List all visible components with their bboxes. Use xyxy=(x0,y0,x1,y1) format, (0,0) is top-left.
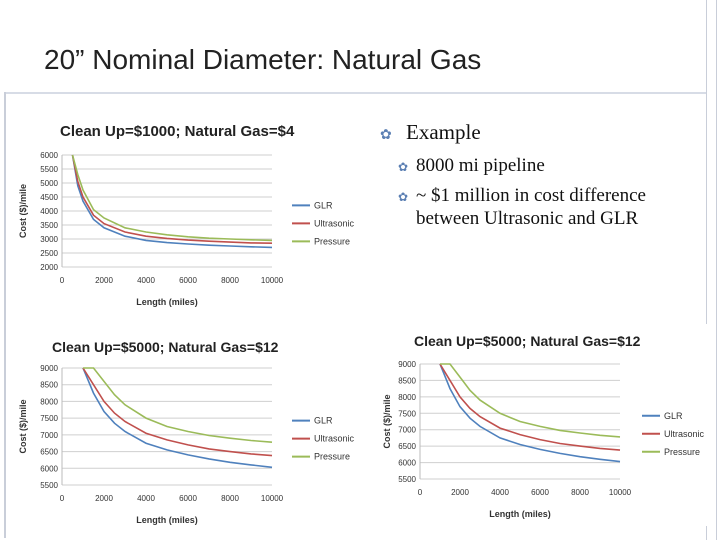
x-tick-label: 2000 xyxy=(95,494,113,503)
y-tick-label: 4500 xyxy=(40,193,58,202)
chart-bottom-left: Clean Up=$5000; Natural Gas=$12 5500 6000 6… xyxy=(8,328,360,532)
sub-bullet-icon: ✿ xyxy=(398,160,409,174)
y-tick-label: 5500 xyxy=(398,475,416,484)
y-tick-label: 6000 xyxy=(398,459,416,468)
x-tick-label: 8000 xyxy=(221,494,239,503)
series-line-pressure xyxy=(71,154,273,242)
y-tick-label: 3500 xyxy=(40,221,58,230)
y-tick-label: 8000 xyxy=(40,397,58,406)
x-tick-label: 10000 xyxy=(609,488,632,497)
bullet-sub-2: ✿ ~ $1 million in cost difference betwee… xyxy=(398,184,656,230)
bullet-sub-1: ✿ 8000 mi pipeline xyxy=(398,154,656,177)
y-tick-label: 9000 xyxy=(40,364,58,373)
legend-label: Ultrasonic xyxy=(314,218,355,228)
chart-svg: Clean Up=$1000; Natural Gas=$4 2000 2500 30… xyxy=(18,123,355,307)
slide-title: 20” Nominal Diameter: Natural Gas xyxy=(44,44,482,75)
x-tick-label: 2000 xyxy=(95,276,113,285)
x-tick-label: 8000 xyxy=(221,276,239,285)
x-tick-label: 0 xyxy=(418,488,423,497)
y-tick-label: 6000 xyxy=(40,464,58,473)
y-tick-label: 5500 xyxy=(40,165,58,174)
y-tick-label: 5000 xyxy=(40,179,58,188)
bullet-sub-text: ~ $1 million in cost difference between … xyxy=(416,185,646,229)
y-tick-label: 8500 xyxy=(40,381,58,390)
x-tick-label: 4000 xyxy=(137,276,155,285)
chart-title: Clean Up=$5000; Natural Gas=$12 xyxy=(414,333,641,349)
x-tick-label: 4000 xyxy=(137,494,155,503)
sub-bullet-icon: ✿ xyxy=(398,190,409,204)
chart-top-left: Clean Up=$1000; Natural Gas=$4 2000 2500 30… xyxy=(8,112,360,322)
y-tick-label: 8500 xyxy=(398,376,416,385)
y-tick-label: 7000 xyxy=(40,431,58,440)
chart-svg: Clean Up=$5000; Natural Gas=$12 5500 6000 6… xyxy=(382,333,705,519)
series-line-pressure xyxy=(440,363,621,438)
bullet-main-text: Example xyxy=(406,120,481,144)
y-axis-label: Cost ($)/mile xyxy=(382,394,392,448)
y-tick-label: 5500 xyxy=(40,481,58,490)
legend-label: Pressure xyxy=(314,236,350,246)
legend-label: GLR xyxy=(314,200,333,210)
y-tick-label: 7000 xyxy=(398,426,416,435)
y-axis-label: Cost ($)/mile xyxy=(18,399,28,453)
y-tick-label: 7500 xyxy=(398,409,416,418)
series-line-glr xyxy=(439,363,621,463)
x-tick-label: 10000 xyxy=(261,276,284,285)
y-tick-label: 7500 xyxy=(40,414,58,423)
x-tick-label: 8000 xyxy=(571,488,589,497)
y-tick-label: 9000 xyxy=(398,360,416,369)
legend-label: Ultrasonic xyxy=(664,429,705,439)
y-tick-label: 2500 xyxy=(40,249,58,258)
series-line-ultrasonic xyxy=(439,363,621,451)
x-axis-label: Length (miles) xyxy=(136,515,198,525)
y-tick-label: 3000 xyxy=(40,235,58,244)
x-tick-label: 0 xyxy=(60,276,65,285)
x-axis-label: Length (miles) xyxy=(489,509,551,519)
x-tick-label: 4000 xyxy=(491,488,509,497)
legend-label: Pressure xyxy=(314,452,350,462)
legend-label: Ultrasonic xyxy=(314,434,355,444)
x-tick-label: 6000 xyxy=(179,276,197,285)
legend-label: GLR xyxy=(664,411,683,421)
bullet-main: ✿ Example xyxy=(380,120,481,145)
bullet-sub-text: 8000 mi pipeline xyxy=(416,155,545,176)
bullet-icon: ✿ xyxy=(380,128,392,143)
right-divider-outer xyxy=(716,0,717,540)
legend-label: Pressure xyxy=(664,447,700,457)
chart-svg: Clean Up=$5000; Natural Gas=$12 5500 6000 6… xyxy=(18,339,355,525)
x-tick-label: 10000 xyxy=(261,494,284,503)
title-bar: 20” Nominal Diameter: Natural Gas xyxy=(6,0,706,94)
y-tick-label: 6500 xyxy=(398,442,416,451)
y-tick-label: 6000 xyxy=(40,151,58,160)
y-tick-label: 8000 xyxy=(398,393,416,402)
x-axis-label: Length (miles) xyxy=(136,297,198,307)
x-tick-label: 0 xyxy=(60,494,65,503)
x-tick-label: 6000 xyxy=(179,494,197,503)
series-line-pressure xyxy=(83,367,273,443)
series-line-glr xyxy=(71,154,273,249)
y-tick-label: 6500 xyxy=(40,448,58,457)
y-axis-label: Cost ($)/mile xyxy=(18,184,28,238)
x-tick-label: 2000 xyxy=(451,488,469,497)
series-line-glr xyxy=(82,367,273,469)
chart-title: Clean Up=$5000; Natural Gas=$12 xyxy=(52,339,279,355)
legend-label: GLR xyxy=(314,416,333,426)
chart-title: Clean Up=$1000; Natural Gas=$4 xyxy=(60,123,295,140)
chart-bottom-right: Clean Up=$5000; Natural Gas=$12 5500 6000 6… xyxy=(372,324,714,526)
left-divider xyxy=(4,92,6,538)
y-tick-label: 2000 xyxy=(40,263,58,272)
series-line-ultrasonic xyxy=(71,154,273,244)
y-tick-label: 4000 xyxy=(40,207,58,216)
right-divider-inner xyxy=(706,0,707,540)
x-tick-label: 6000 xyxy=(531,488,549,497)
series-line-ultrasonic xyxy=(82,367,273,457)
